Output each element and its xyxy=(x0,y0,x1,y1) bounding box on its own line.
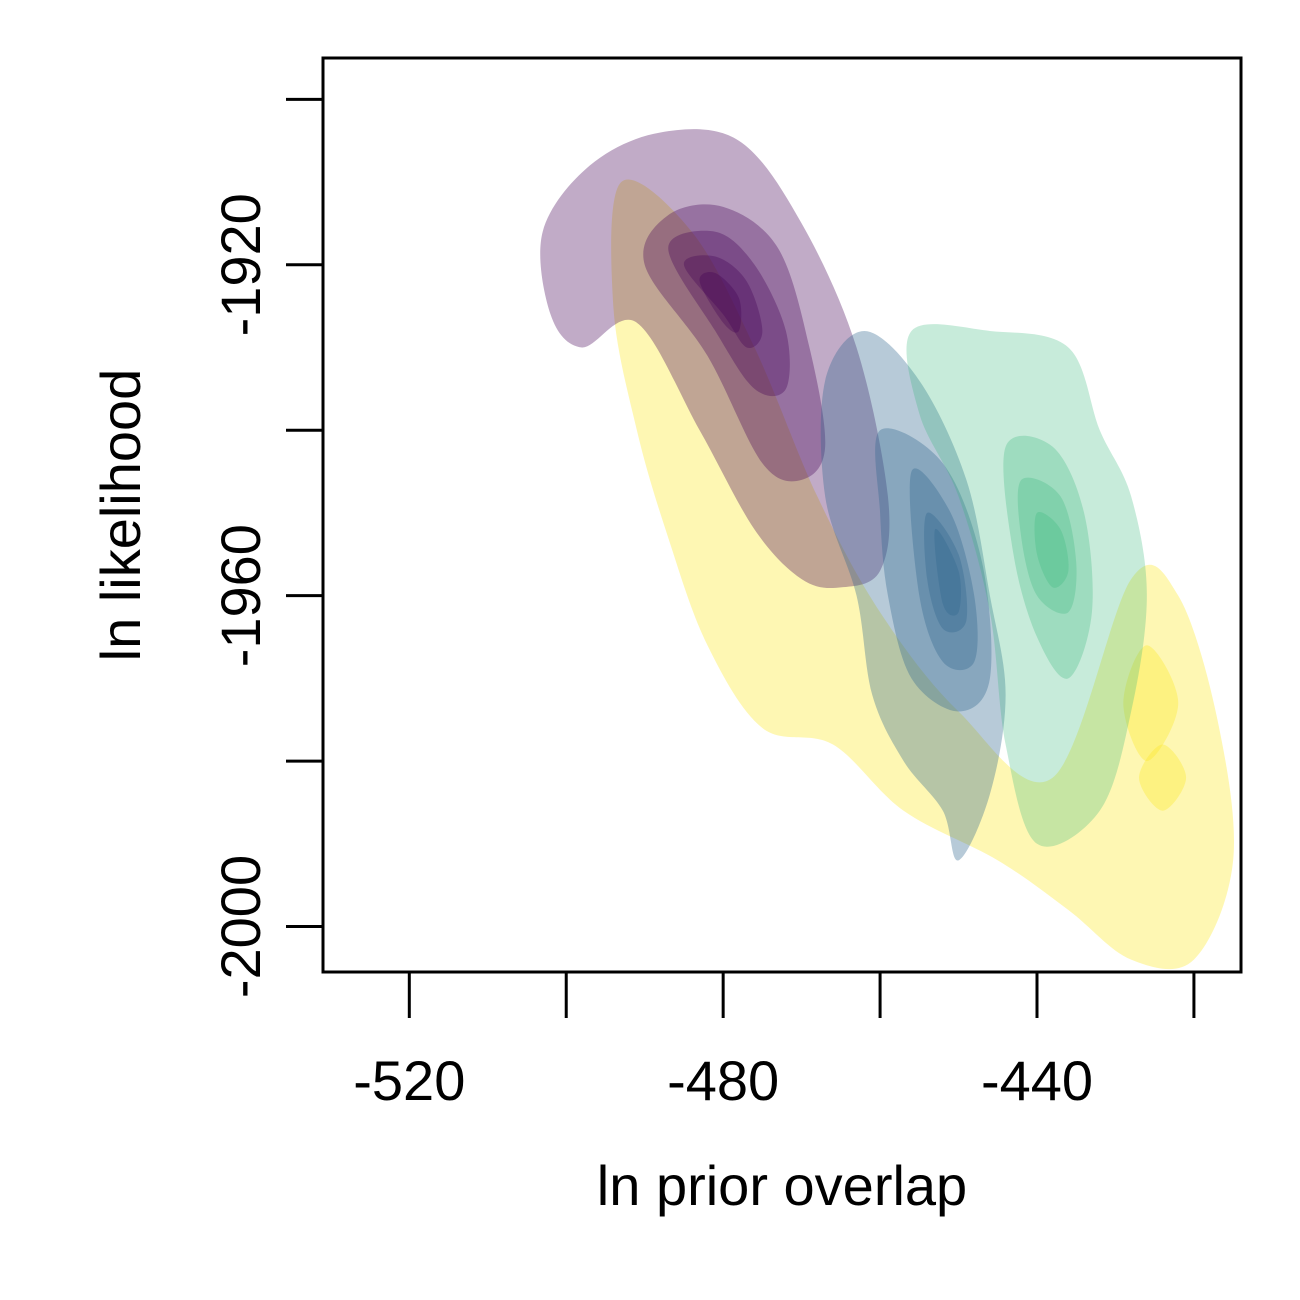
density-contour-2-4 xyxy=(683,255,763,349)
density-series-1 xyxy=(611,179,1235,970)
x-axis-label: ln prior overlap xyxy=(597,1154,967,1217)
density-series-4 xyxy=(906,324,1147,847)
density-contour-4-2 xyxy=(1003,435,1093,679)
density-contour-3-5 xyxy=(934,528,962,616)
density-contour-4-3 xyxy=(1017,477,1077,614)
y-tick-label-6: -2000 xyxy=(209,855,272,998)
density-contour-3-4 xyxy=(924,512,968,633)
density-contour-2-2 xyxy=(643,204,826,482)
density-contour-2-1 xyxy=(540,129,890,589)
y-tick-layer: -1920 -1960 -2000 xyxy=(209,97,323,998)
plot-frame xyxy=(321,56,1243,974)
series-layer xyxy=(540,129,1235,970)
x-tick-layer: -520 -480 -440 xyxy=(353,972,1196,1112)
density-contour-2-3 xyxy=(668,230,790,397)
density-contour-1-3 xyxy=(1123,645,1179,762)
density-series-2 xyxy=(540,129,890,589)
y-tick-label-2: -1920 xyxy=(209,193,272,336)
density-contour-2-5 xyxy=(699,272,742,333)
density-contour-3-3 xyxy=(909,468,978,671)
density-contour-3-2 xyxy=(875,428,992,712)
density-contour-4-1 xyxy=(906,324,1147,847)
density-contour-4-4 xyxy=(1034,512,1069,588)
x-tick-label-5: -440 xyxy=(981,1049,1093,1112)
density-contour-1-2 xyxy=(1139,744,1187,811)
x-tick-label-3: -480 xyxy=(667,1049,779,1112)
y-tick-label-4: -1960 xyxy=(209,524,272,667)
density-contour-3-1 xyxy=(820,330,1006,861)
y-axis-label: ln likelihood xyxy=(89,369,152,662)
density-contour-1-1 xyxy=(611,179,1235,970)
density-series-3 xyxy=(820,330,1006,861)
x-tick-label-1: -520 xyxy=(353,1049,465,1112)
